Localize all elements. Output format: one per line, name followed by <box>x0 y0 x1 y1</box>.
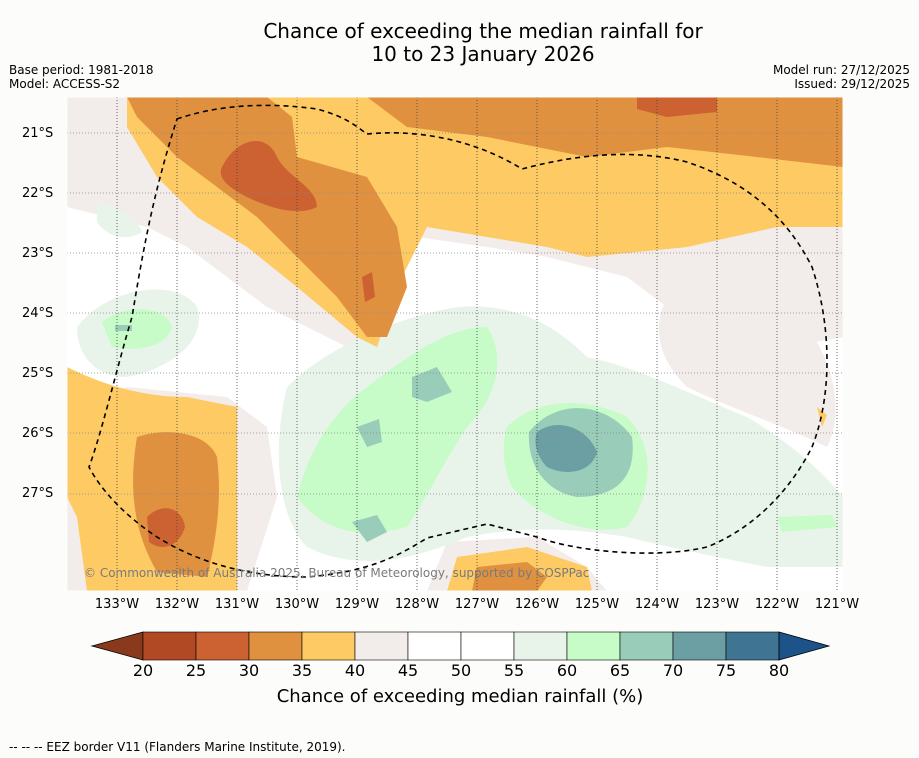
lat-label-21: 21°S <box>22 126 54 141</box>
colorbar <box>90 631 830 661</box>
colorbar-cell <box>248 631 303 661</box>
colorbar-tick-label: 70 <box>662 661 684 680</box>
dark-teal-region <box>535 424 597 472</box>
colorbar-tick-label: 30 <box>238 661 260 680</box>
map-title-line-2: 10 to 23 January 2026 <box>371 42 595 66</box>
colorbar-tick-label: 35 <box>291 661 313 680</box>
dark-orange-regions <box>147 97 717 547</box>
colorbar-tick-label: 75 <box>715 661 737 680</box>
lat-label-23: 23°S <box>22 246 54 261</box>
lat-label-24: 24°S <box>22 306 54 321</box>
lon-label-128: 128°W <box>394 597 440 612</box>
eez-border <box>88 104 828 578</box>
lon-label-123: 123°W <box>694 597 740 612</box>
colorbar-extend-low <box>90 631 144 661</box>
colorbar-tick-label: 20 <box>132 661 154 680</box>
colorbar-tick-label: 80 <box>768 661 790 680</box>
colorbar-cell <box>301 631 356 661</box>
lon-label-129: 129°W <box>334 597 380 612</box>
colorbar-cell <box>354 631 409 661</box>
colorbar-title: Chance of exceeding median rainfall (%) <box>276 686 644 707</box>
lon-label-127: 127°W <box>454 597 500 612</box>
lon-label-130: 130°W <box>274 597 320 612</box>
base-period: Base period: 1981-2018 <box>9 63 154 77</box>
colorbar-tick-label: 50 <box>450 661 472 680</box>
lon-label-121: 121°W <box>814 597 860 612</box>
lat-label-22: 22°S <box>22 186 54 201</box>
colorbar-cell <box>142 631 197 661</box>
colorbar-cell <box>619 631 674 661</box>
colorbar-cell <box>725 631 780 661</box>
colorbar-tick-label: 65 <box>609 661 631 680</box>
colorbar-tick-label: 40 <box>344 661 366 680</box>
lon-label-132: 132°W <box>154 597 200 612</box>
model-name: Model: ACCESS-S2 <box>9 77 121 91</box>
colorbar-cell <box>513 631 568 661</box>
colorbar-cell <box>407 631 462 661</box>
rainfall-map <box>67 97 843 591</box>
meta-left: Base period: 1981-2018 Model: ACCESS-S2 <box>9 63 154 91</box>
colorbar-cell <box>460 631 515 661</box>
lon-gridlines <box>116 97 838 591</box>
colorbar-tick-label: 25 <box>185 661 207 680</box>
lon-label-133: 133°W <box>94 597 140 612</box>
lat-label-26: 26°S <box>22 426 54 441</box>
colorbar-cell <box>566 631 621 661</box>
lon-label-124: 124°W <box>634 597 680 612</box>
colorbar-tick-label: 55 <box>503 661 525 680</box>
lon-label-125: 125°W <box>574 597 620 612</box>
eez-legend-note: -- -- -- EEZ border V11 (Flanders Marine… <box>9 740 346 754</box>
colorbar-tick-label: 60 <box>556 661 578 680</box>
lat-gridlines <box>67 132 843 495</box>
lat-label-25: 25°S <box>22 366 54 381</box>
lat-label-27: 27°S <box>22 486 54 501</box>
meta-right: Model run: 27/12/2025 Issued: 29/12/2025 <box>773 63 910 91</box>
map-title-line-1: Chance of exceeding the median rainfall … <box>263 19 703 43</box>
issued-date: Issued: 29/12/2025 <box>794 77 910 91</box>
copyright-notice: © Commonwealth of Australia 2025, Bureau… <box>84 566 590 580</box>
colorbar-cell <box>672 631 727 661</box>
lon-label-126: 126°W <box>514 597 560 612</box>
colorbar-cell <box>195 631 250 661</box>
lon-label-122: 122°W <box>754 597 800 612</box>
model-run: Model run: 27/12/2025 <box>772 63 910 77</box>
colorbar-tick-label: 45 <box>397 661 419 680</box>
lon-label-131: 131°W <box>214 597 260 612</box>
colorbar-extend-high <box>778 631 830 661</box>
